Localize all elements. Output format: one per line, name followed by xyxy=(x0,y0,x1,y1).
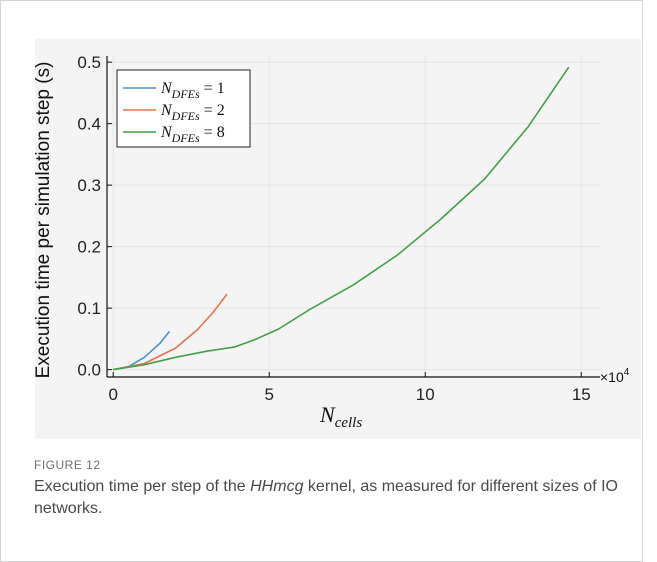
series-line-2 xyxy=(113,293,228,371)
legend-label-3: NDFEs = 8 xyxy=(160,124,225,145)
x-axis-title-sub: cells xyxy=(335,415,363,431)
y-axis-title: Execution time per simulation step (s) xyxy=(33,62,54,379)
y-tick-label-2: 0.2 xyxy=(77,238,101,257)
legend-label-2: NDFEs = 2 xyxy=(160,102,225,123)
x-axis-multiplier-exp: 4 xyxy=(624,367,630,378)
x-tick-labels: 0 5 10 15 xyxy=(109,385,591,404)
series-line-3 xyxy=(113,66,570,371)
caption-kernel-name: HHmcg xyxy=(250,478,304,495)
grid xyxy=(107,56,600,377)
line-chart: 0.0 0.1 0.2 0.3 0.4 0.5 0 5 10 15 Execution time… xyxy=(33,53,630,431)
figure-caption-block: FIGURE 12 Execution time per step of the… xyxy=(34,458,634,520)
caption-text-after: kernel, as measured for different sizes … xyxy=(34,478,618,517)
y-tick-label-4: 0.4 xyxy=(77,115,101,134)
legend-box xyxy=(116,69,251,148)
caption-text-before: Execution time per step of the xyxy=(34,478,251,495)
y-tick-label-5: 0.5 xyxy=(77,53,101,72)
legend-label-1: NDFEs = 1 xyxy=(160,80,225,101)
x-axis-title: Ncells xyxy=(319,402,362,431)
x-tick-label-3: 15 xyxy=(572,385,591,404)
figure-label: FIGURE 12 xyxy=(34,458,101,472)
x-axis-multiplier: ×104 xyxy=(600,367,630,385)
x-tick-label-2: 10 xyxy=(416,385,435,404)
y-tick-label-3: 0.3 xyxy=(77,176,101,195)
series-lines xyxy=(113,66,570,371)
x-axis-title-main: N xyxy=(319,402,336,427)
axes xyxy=(106,56,600,378)
x-tick-label-0: 0 xyxy=(109,385,118,404)
figure-caption: Execution time per step of the HHmcg ker… xyxy=(34,476,634,520)
y-tick-label-0: 0.0 xyxy=(77,361,101,380)
x-tick-label-1: 5 xyxy=(265,385,274,404)
x-axis-multiplier-base: ×10 xyxy=(600,369,624,385)
y-tick-labels: 0.0 0.1 0.2 0.3 0.4 0.5 xyxy=(77,53,101,379)
y-tick-label-1: 0.1 xyxy=(77,299,101,318)
